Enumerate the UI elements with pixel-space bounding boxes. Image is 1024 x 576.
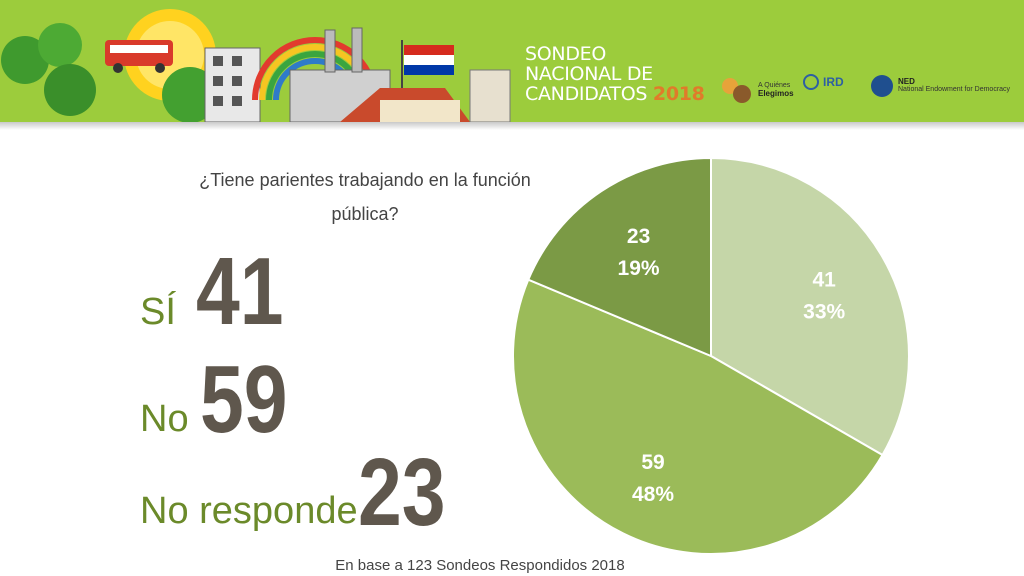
footnote: En base a 123 Sondeos Respondidos 2018 (335, 557, 625, 574)
bus-icon (105, 40, 173, 73)
pie-label-value-2: 23 (627, 225, 650, 248)
pie-label-percent-0: 33% (803, 301, 845, 324)
logo-ned: NED National Endowment for Democracy (870, 74, 1010, 98)
logo-aqe-line-1: A Quiénes (758, 82, 791, 89)
banner-shadow (0, 122, 1024, 130)
question-text: ¿Tiene parientes trabajando en la funció… (199, 170, 531, 224)
illustration-banner (1, 9, 511, 122)
brand-line-1: SONDEO (525, 43, 607, 65)
brand-line-3-text: CANDIDATOS (525, 83, 648, 105)
result-value-no: 59 (200, 346, 288, 453)
house-icon (340, 69, 511, 122)
building-icon (204, 47, 261, 122)
logo-ned-line-1: NED (898, 77, 915, 86)
ned-circle-icon (871, 75, 893, 97)
brand-line-2: NACIONAL DE (525, 63, 653, 85)
people-icon (722, 78, 751, 103)
pie-label-value-0: 41 (812, 269, 836, 292)
header-banner: SONDEO NACIONAL DE CANDIDATOS 2018 A Qui… (0, 0, 1024, 122)
result-value-si: 41 (196, 238, 284, 345)
pie-label-percent-1: 48% (632, 483, 674, 506)
result-label-no: No (140, 398, 189, 440)
pie-slice-0 (710, 156, 910, 457)
tree-icon (1, 23, 218, 122)
globe-icon (803, 74, 819, 90)
result-label-no-responde: No responde (140, 490, 358, 532)
logo-ird-text: IRD (823, 75, 844, 89)
pie-slice-2 (527, 156, 712, 358)
brand-line-3: CANDIDATOS 2018 (525, 84, 705, 104)
logo-ird: IRD (803, 74, 844, 90)
logo-a-quienes-elegimos: A Quiénes Elegimos (720, 74, 794, 106)
logo-ned-text: NED National Endowment for Democracy (898, 78, 1010, 94)
result-label-si: SÍ (140, 291, 176, 333)
pie-label-percent-2: 19% (618, 257, 660, 280)
brand-title: SONDEO NACIONAL DE CANDIDATOS 2018 (525, 44, 705, 104)
logo-a-quienes-elegimos-text: A Quiénes Elegimos (758, 82, 794, 98)
pie-label-value-1: 59 (641, 451, 664, 474)
logo-aqe-line-2: Elegimos (758, 89, 794, 98)
brand-year: 2018 (652, 83, 705, 105)
pie-slice-1 (512, 278, 884, 555)
result-value-no-responde: 23 (358, 439, 446, 546)
logo-ned-line-2: National Endowment for Democracy (898, 86, 1011, 93)
